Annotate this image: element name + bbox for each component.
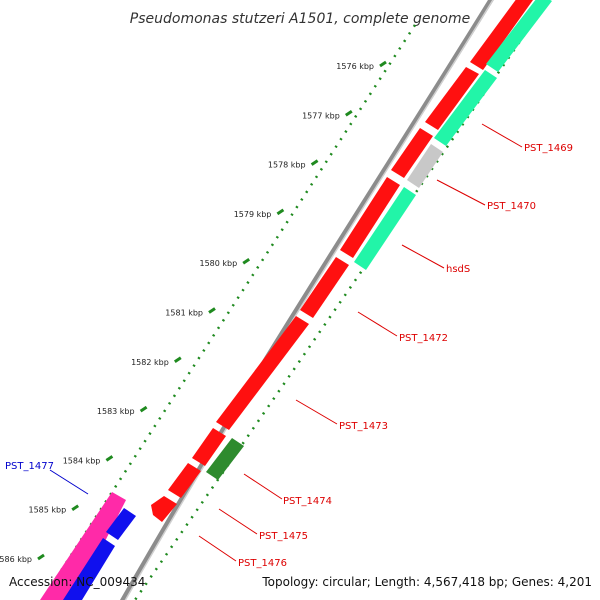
connector-pst-1472 <box>357 311 398 337</box>
label-pst-1475[interactable]: PST_1475 <box>259 531 308 542</box>
gene-arrow-teal-pst-1469[interactable] <box>434 70 497 146</box>
backbone-ring-highlight <box>124 0 494 600</box>
gene-arrow-red-5[interactable] <box>192 428 226 466</box>
gene-arrow-blue-2[interactable] <box>63 538 115 600</box>
gene-arrow-pst-1469-fwd[interactable] <box>425 67 479 130</box>
connector-pst-1477 <box>49 469 89 495</box>
gene-arrow-red-4[interactable] <box>216 316 309 430</box>
connector-pst-1474 <box>243 473 283 500</box>
label-pst-1470[interactable]: PST_1470 <box>487 201 536 212</box>
kbp-tick <box>276 208 285 216</box>
kbp-tick <box>310 159 319 166</box>
kbp-tick-label: 1586 kbp <box>0 555 32 564</box>
connector-pst-1476 <box>198 535 237 562</box>
gene-arrow-blue-1[interactable] <box>106 508 136 540</box>
connector-pst-1475 <box>218 508 258 535</box>
kbp-tick-label: 1578 kbp <box>268 161 306 170</box>
label-pst-1473[interactable]: PST_1473 <box>339 421 388 432</box>
inner-dotted-ring <box>133 4 547 600</box>
kbp-tick <box>71 504 80 511</box>
kbp-tick-label: 1584 kbp <box>63 456 101 465</box>
kbp-tick-label: 1576 kbp <box>336 62 374 71</box>
kbp-tick-label: 1577 kbp <box>302 111 340 120</box>
kbp-tick-label: 1580 kbp <box>199 259 237 268</box>
gene-arrow-red-1[interactable] <box>391 128 433 178</box>
kbp-tick-label: 1581 kbp <box>165 309 203 318</box>
connector-pst-1469 <box>481 123 523 148</box>
gene-arrow-grey-pst-1470[interactable] <box>407 144 443 188</box>
label-pst-1472[interactable]: PST_1472 <box>399 333 448 344</box>
kbp-tick <box>242 257 251 265</box>
cds-features <box>40 0 552 600</box>
gene-arrow-red-6[interactable] <box>168 463 201 498</box>
label-connectors <box>49 123 523 562</box>
label-pst-1477[interactable]: PST_1477 <box>5 461 54 472</box>
gene-arrow-pst-1468[interactable] <box>470 0 533 70</box>
label-pst-1474[interactable]: PST_1474 <box>283 496 332 507</box>
label-pst-1469[interactable]: PST_1469 <box>524 143 573 154</box>
kbp-tick-label: 1582 kbp <box>131 358 169 367</box>
gene-arrow-red-7[interactable] <box>151 496 177 522</box>
kbp-ticks: 1576 kbp 1577 kbp 1578 kbp 1579 kbp 1580 kbp… <box>0 60 387 564</box>
gene-arrow-teal-hsds[interactable] <box>354 187 416 270</box>
gene-arrow-red-2[interactable] <box>340 177 400 258</box>
gene-arrow-pink-pst-1477[interactable] <box>40 492 126 600</box>
outer-dotted-ring <box>40 24 417 600</box>
genome-summary-text: Topology: circular; Length: 4,567,418 bp… <box>261 575 592 589</box>
map-title: Pseudomonas stutzeri A1501, complete gen… <box>130 11 470 27</box>
kbp-tick <box>139 405 148 413</box>
kbp-tick <box>105 455 114 462</box>
kbp-tick <box>379 60 387 68</box>
kbp-tick-label: 1579 kbp <box>234 210 272 219</box>
kbp-tick <box>344 110 353 117</box>
gene-arrow-red-3[interactable] <box>300 257 349 318</box>
kbp-tick <box>173 356 182 364</box>
connector-hsds <box>401 244 445 269</box>
kbp-tick <box>37 553 45 561</box>
kbp-tick <box>208 307 216 314</box>
label-hsds[interactable]: hsdS <box>446 264 470 275</box>
label-pst-1476[interactable]: PST_1476 <box>238 558 287 569</box>
accession-text: Accession: NC_009434 <box>9 575 145 589</box>
kbp-tick-label: 1583 kbp <box>97 407 135 416</box>
kbp-tick-label: 1585 kbp <box>28 506 66 515</box>
connector-pst-1470 <box>436 179 486 206</box>
backbone-ring <box>119 0 494 600</box>
gene-arrow-darkgreen-pst-1474[interactable] <box>206 438 244 480</box>
gene-arrow-teal-1[interactable] <box>486 0 552 72</box>
connector-pst-1473 <box>295 399 338 425</box>
